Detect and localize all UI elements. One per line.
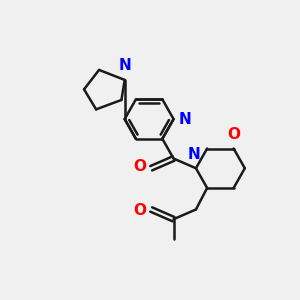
Text: N: N	[188, 147, 201, 162]
Text: O: O	[228, 127, 241, 142]
Text: O: O	[133, 159, 146, 174]
Text: O: O	[133, 203, 146, 218]
Text: N: N	[178, 112, 191, 127]
Text: N: N	[119, 58, 132, 74]
